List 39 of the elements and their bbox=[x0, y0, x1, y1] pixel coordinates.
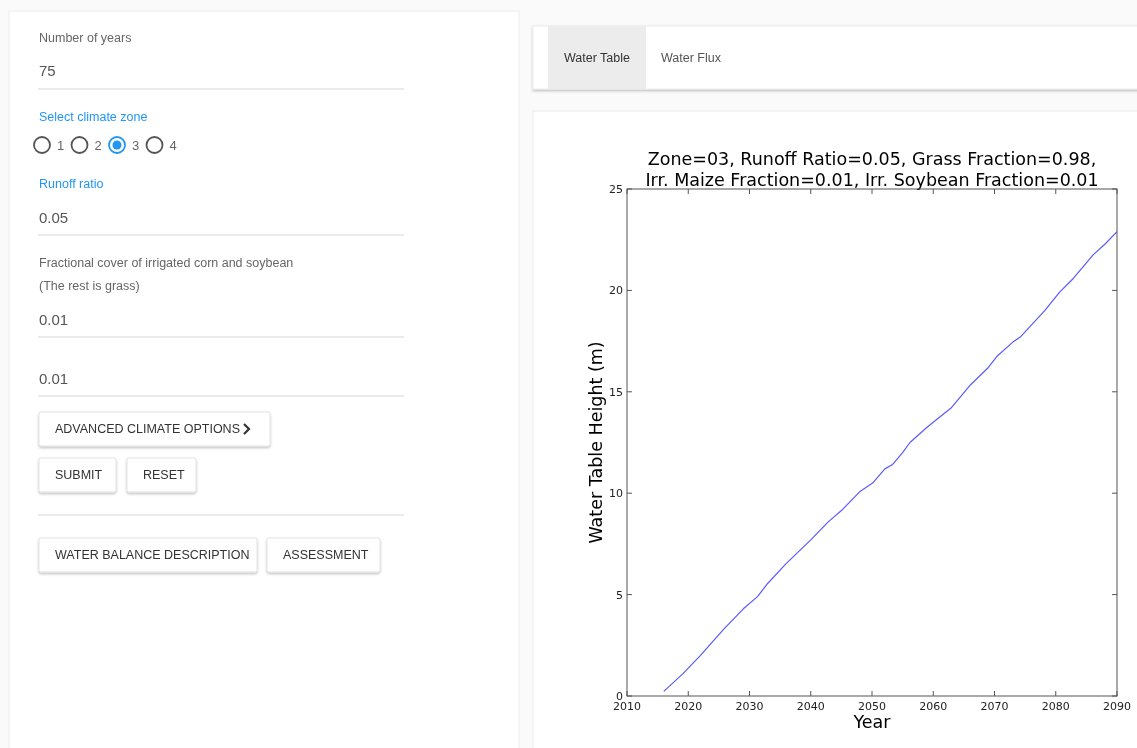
text: 4 bbox=[169, 138, 177, 153]
y-tick-label: 20 bbox=[609, 284, 623, 298]
text: Runoff ratio bbox=[39, 177, 104, 191]
text: 3 bbox=[132, 138, 140, 153]
text: Water Table bbox=[563, 51, 631, 65]
y-tick-label: 0 bbox=[616, 690, 623, 703]
text: SUBMIT bbox=[55, 468, 103, 482]
x-tick-label: 2070 bbox=[980, 700, 1009, 713]
text: (The rest is grass) bbox=[39, 279, 140, 293]
x-tick-label: 2030 bbox=[735, 700, 764, 713]
text: Fractional cover of irrigated corn and soybean bbox=[39, 256, 294, 270]
text: 0.05 bbox=[39, 209, 69, 226]
y-tick-label: 25 bbox=[609, 183, 623, 196]
text: ASSESSMENT bbox=[283, 548, 369, 562]
text: 0.01 bbox=[39, 311, 69, 328]
text: Water Flux bbox=[661, 51, 722, 65]
x-tick-label: 2020 bbox=[674, 700, 703, 713]
x-tick-label: 2010 bbox=[613, 700, 641, 713]
x-tick-label: 2060 bbox=[919, 700, 948, 713]
text: Select climate zone bbox=[39, 110, 148, 124]
x-tick-label: 2090 bbox=[1103, 700, 1131, 713]
x-axis-title: Year bbox=[852, 712, 892, 732]
text: 2 bbox=[94, 138, 102, 153]
line-series bbox=[663, 230, 1117, 692]
y-tick-label: 10 bbox=[609, 487, 623, 501]
y-axis-title: Water Table Height (m) bbox=[586, 341, 606, 544]
y-tick-label: 15 bbox=[609, 385, 623, 399]
text: WATER BALANCE DESCRIPTION bbox=[55, 548, 250, 562]
y-tick-label: 5 bbox=[616, 588, 623, 602]
chart-title: Zone=03, Runoff Ratio=0.05, Grass Fraction=0.98, Irr. Maize Fraction=0.01, Irr. Soybean Fraction=0.01 bbox=[645, 149, 1099, 190]
text: 0.01 bbox=[39, 370, 69, 387]
text: RESET bbox=[143, 468, 186, 482]
text: 75 bbox=[39, 62, 56, 79]
x-tick-label: 2040 bbox=[796, 700, 825, 713]
text: ADVANCED CLIMATE OPTIONS bbox=[55, 422, 240, 436]
text: 1 bbox=[57, 138, 65, 153]
x-tick-label: 2080 bbox=[1041, 700, 1070, 713]
x-tick-label: 2050 bbox=[858, 700, 886, 713]
text: Number of years bbox=[39, 31, 132, 45]
